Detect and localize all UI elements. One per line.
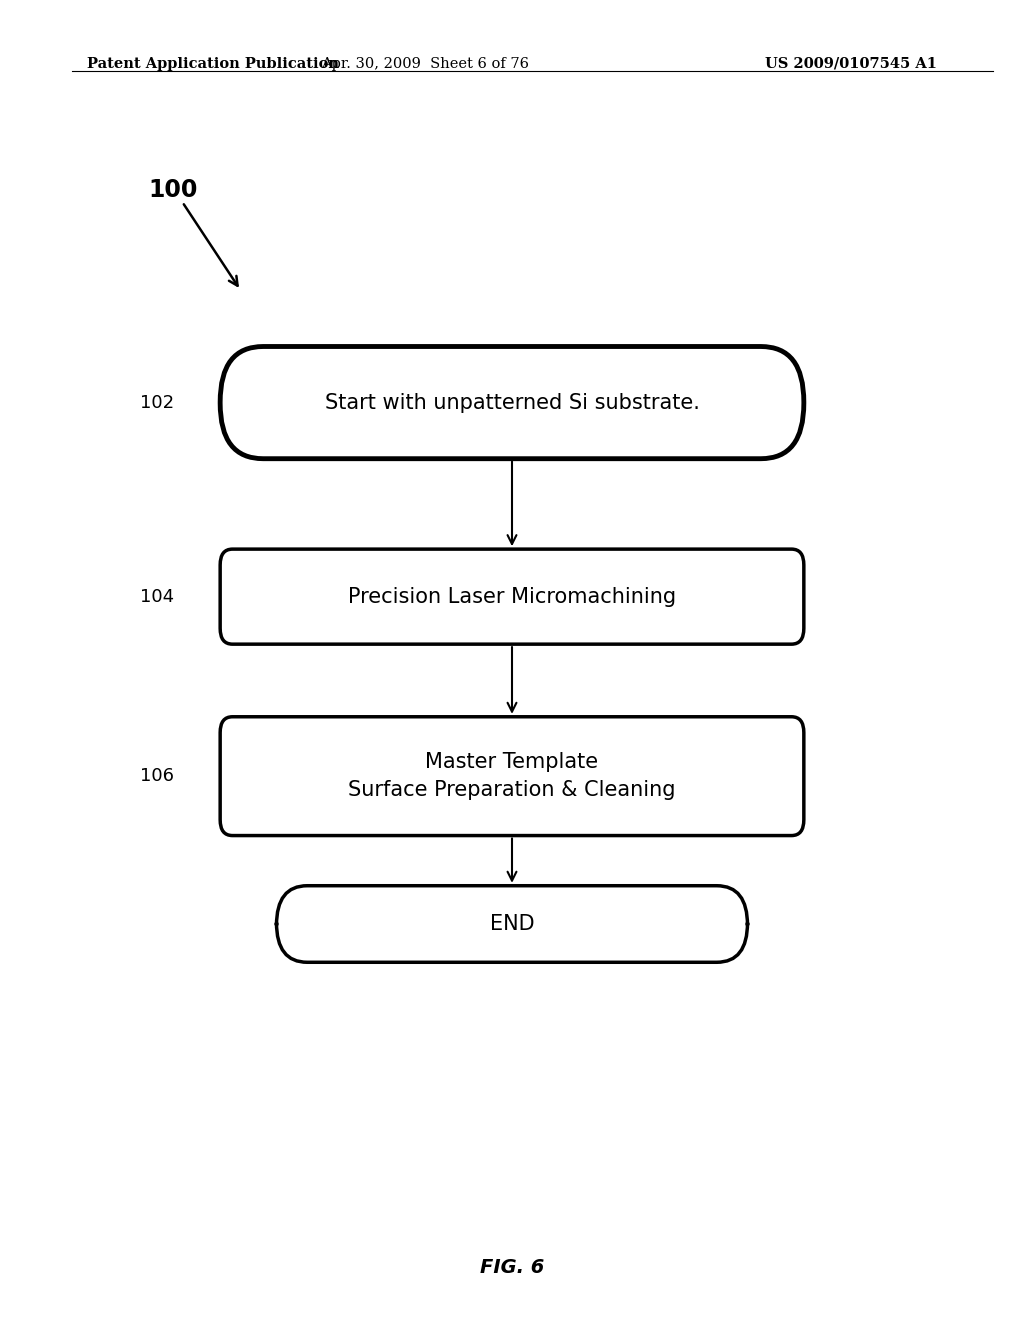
- Text: Precision Laser Micromachining: Precision Laser Micromachining: [348, 586, 676, 607]
- Text: FIG. 6: FIG. 6: [480, 1258, 544, 1276]
- FancyBboxPatch shape: [220, 549, 804, 644]
- Text: 102: 102: [140, 393, 174, 412]
- Text: 100: 100: [148, 178, 198, 202]
- Text: END: END: [489, 913, 535, 935]
- Text: Start with unpatterned Si substrate.: Start with unpatterned Si substrate.: [325, 392, 699, 413]
- FancyBboxPatch shape: [220, 717, 804, 836]
- Text: 106: 106: [140, 767, 174, 785]
- Text: Master Template
Surface Preparation & Cleaning: Master Template Surface Preparation & Cl…: [348, 752, 676, 800]
- Text: 104: 104: [140, 587, 174, 606]
- FancyBboxPatch shape: [220, 347, 804, 459]
- Text: Apr. 30, 2009  Sheet 6 of 76: Apr. 30, 2009 Sheet 6 of 76: [321, 57, 529, 71]
- FancyBboxPatch shape: [276, 886, 748, 962]
- Text: US 2009/0107545 A1: US 2009/0107545 A1: [765, 57, 937, 71]
- Text: Patent Application Publication: Patent Application Publication: [87, 57, 339, 71]
